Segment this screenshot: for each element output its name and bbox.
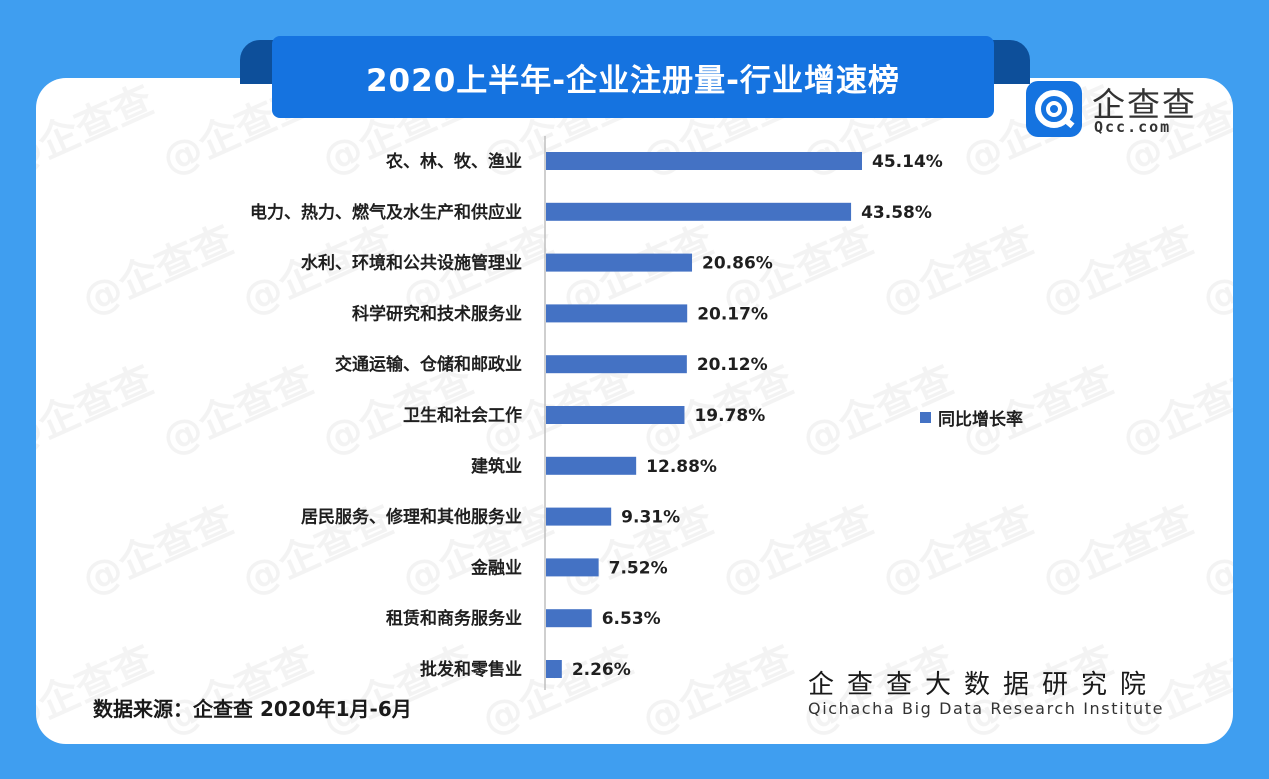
category-label: 交通运输、仓储和邮政业: [335, 354, 522, 375]
category-label: 金融业: [470, 557, 522, 578]
bar: [546, 152, 862, 170]
category-label: 电力、热力、燃气及水生产和供应业: [250, 202, 522, 223]
data-label: 43.58%: [861, 203, 932, 223]
logo: 企查查 Qcc.com: [1026, 78, 1212, 138]
institute-name-cn: 企查查大数据研究院: [808, 670, 1160, 700]
category-label: 水利、环境和公共设施管理业: [301, 253, 522, 274]
page-title: 2020上半年-企业注册量-行业增速榜: [365, 62, 900, 99]
data-label: 7.52%: [609, 558, 668, 578]
category-label: 科学研究和技术服务业: [352, 303, 522, 324]
category-label: 建筑业: [471, 456, 522, 477]
bar: [546, 202, 852, 221]
bar: [546, 456, 637, 475]
bar: [546, 304, 688, 323]
category-label: 居民服务、修理和其他服务业: [301, 507, 522, 528]
data-label: 9.31%: [621, 508, 680, 528]
data-label: 19.78%: [694, 406, 765, 426]
legend: 同比增长率: [920, 405, 1023, 430]
logo-name: 企查查: [1092, 85, 1197, 124]
legend-label: 同比增长率: [938, 410, 1023, 430]
data-label: 6.53%: [602, 609, 661, 629]
data-label: 2.26%: [572, 660, 631, 680]
bar: [546, 355, 687, 374]
category-label: 卫生和社会工作: [403, 405, 522, 426]
category-label: 租赁和商务服务业: [386, 608, 522, 629]
bar: [546, 507, 612, 526]
data-label: 12.88%: [646, 457, 717, 477]
data-label: 20.12%: [697, 355, 768, 375]
bar: [546, 406, 685, 424]
data-label: 20.86%: [702, 254, 773, 274]
category-label: 批发和零售业: [420, 659, 522, 680]
data-label: 20.17%: [697, 304, 768, 324]
bar: [546, 609, 592, 628]
title-banner: 2020上半年-企业注册量-行业增速榜: [272, 36, 994, 118]
bar: [546, 558, 599, 577]
category-label: 农、林、牧、渔业: [385, 151, 522, 172]
legend-swatch: [920, 412, 931, 423]
data-label: 45.14%: [872, 152, 943, 172]
qcc-logo-icon: [1026, 81, 1082, 137]
bar: [546, 253, 693, 272]
bars-group: 农、林、牧、渔业 45.14% 电力、热力、燃气及水生产和供应业 43.58% 水利、环…: [250, 151, 943, 680]
bar: [546, 660, 562, 678]
data-source: 数据来源：企查查 2020年1月-6月: [93, 697, 412, 721]
institute-name-en: Qichacha Big Data Research Institute: [808, 699, 1165, 718]
logo-domain: Qcc.com: [1094, 118, 1172, 136]
